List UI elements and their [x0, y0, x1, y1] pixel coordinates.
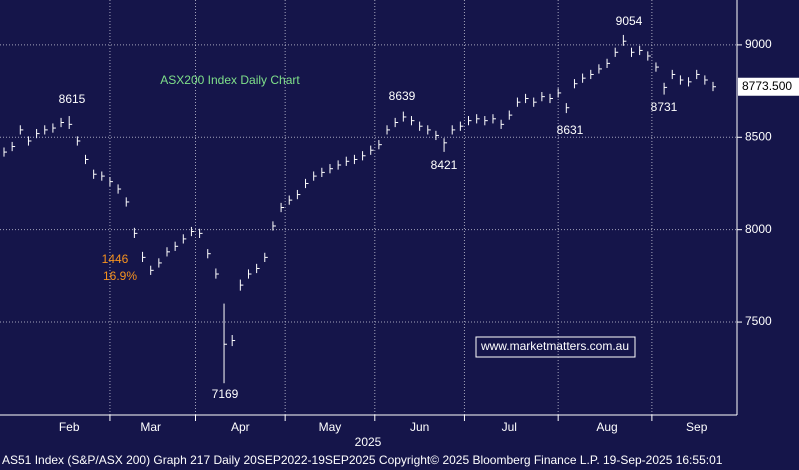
- annotation: 16.9%: [103, 269, 137, 283]
- annotation: 7169: [212, 387, 239, 401]
- last-price-box: [738, 77, 799, 96]
- x-tick-label: Apr: [231, 420, 250, 434]
- annotation: 8631: [557, 123, 584, 137]
- y-tick-label: 9000: [745, 37, 772, 51]
- x-tick-label: Sep: [686, 420, 708, 434]
- annotation: 9054: [616, 14, 643, 28]
- chart-title: ASX200 Index Daily Chart: [160, 73, 300, 87]
- watermark-box: [475, 336, 636, 358]
- footer: AS51 Index (S&P/ASX 200) Graph 217 Daily…: [2, 453, 723, 467]
- annotation: 8615: [59, 92, 86, 106]
- x-tick-label: May: [319, 420, 342, 434]
- x-axis-label: 2025: [355, 435, 382, 449]
- watermark: www.marketmatters.com.au: [480, 339, 629, 353]
- x-tick-label: Feb: [59, 420, 80, 434]
- x-tick-label: Jun: [410, 420, 429, 434]
- y-tick-label: 8500: [745, 129, 772, 143]
- x-tick-label: Aug: [596, 420, 617, 434]
- x-tick-label: Mar: [140, 420, 161, 434]
- annotation: 1446: [102, 252, 129, 266]
- last-price-label: 8773.500: [742, 79, 792, 93]
- annotation: 8731: [651, 100, 678, 114]
- y-tick-label: 7500: [745, 314, 772, 328]
- annotation: 8421: [431, 158, 458, 172]
- y-tick-label: 8000: [745, 222, 772, 236]
- x-tick-label: Jul: [502, 420, 517, 434]
- annotation: 8639: [389, 89, 416, 103]
